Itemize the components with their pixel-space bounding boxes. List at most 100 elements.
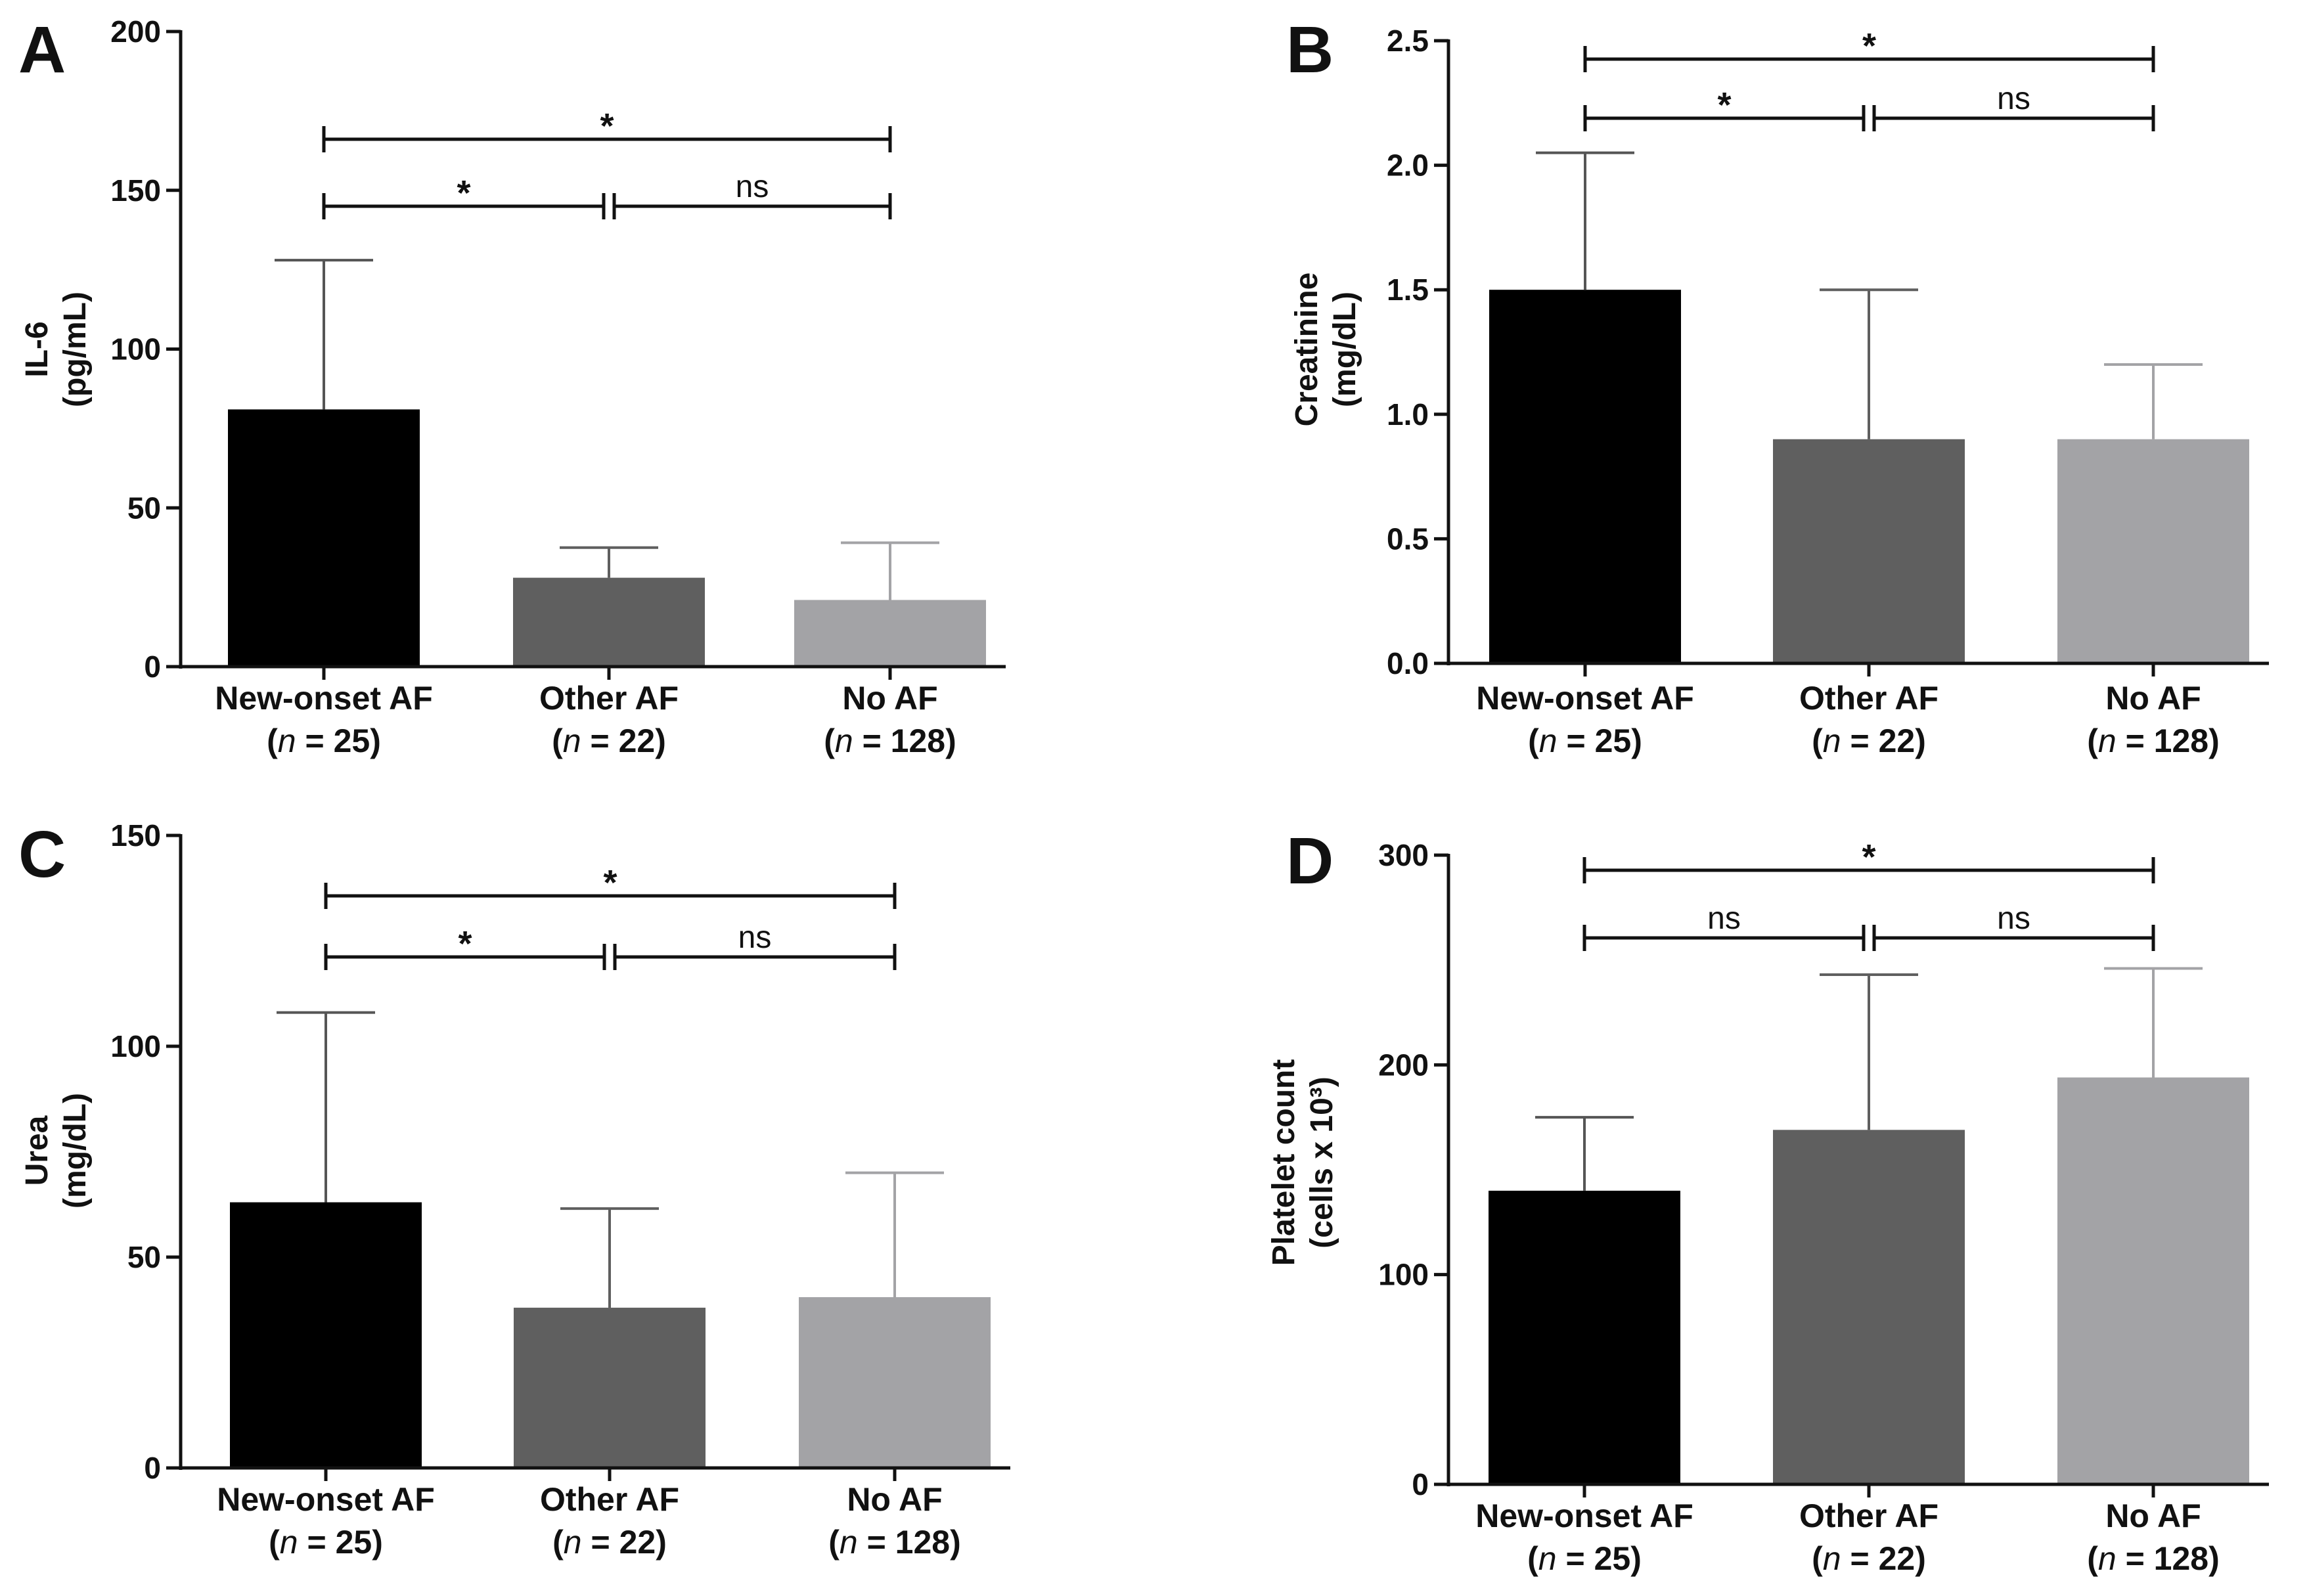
sample-size-n: n xyxy=(563,722,581,759)
y-tick-label: 50 xyxy=(127,1240,161,1274)
sample-size-label: (n = 22) xyxy=(1812,722,1926,759)
bar xyxy=(1773,1130,1965,1484)
sample-size-n: n xyxy=(278,722,296,759)
sample-size-n: n xyxy=(280,1524,298,1561)
significance-label: * xyxy=(600,106,614,146)
sample-size-value: = 22) xyxy=(581,722,666,759)
sample-size-label: (n = 25) xyxy=(1527,1540,1642,1577)
significance-label: * xyxy=(1862,26,1876,66)
x-tick-label: No AF xyxy=(2105,680,2201,717)
y-tick-label: 150 xyxy=(110,818,161,853)
sample-size-label: (n = 22) xyxy=(552,722,666,759)
y-tick-label: 1.5 xyxy=(1387,273,1429,307)
sample-size-open: ( xyxy=(828,1524,840,1561)
y-tick-label: 100 xyxy=(1378,1258,1429,1292)
x-tick-label: No AF xyxy=(847,1481,942,1518)
significance-label: ns xyxy=(736,169,769,204)
sample-size-n: n xyxy=(1823,1540,1841,1577)
y-axis-label: Urea (mg/dL) xyxy=(20,1093,93,1208)
bar xyxy=(1489,290,1681,663)
sample-size-n: n xyxy=(1538,1540,1557,1577)
sample-size-open: ( xyxy=(1528,722,1539,759)
sample-size-n: n xyxy=(1823,722,1841,759)
bar xyxy=(799,1297,991,1468)
y-axis-label-line: (pg/mL) xyxy=(58,292,93,407)
y-tick-label: 0.0 xyxy=(1387,646,1429,680)
y-tick-label: 2.0 xyxy=(1387,148,1429,183)
y-axis-label-line: IL-6 xyxy=(20,321,55,377)
x-tick-label: No AF xyxy=(842,680,937,717)
bar xyxy=(228,409,420,667)
sample-size-open: ( xyxy=(824,722,835,759)
panel-letter: A xyxy=(18,13,66,87)
sample-size-open: ( xyxy=(2087,722,2098,759)
bar xyxy=(513,577,705,667)
y-tick-label: 200 xyxy=(1378,1048,1429,1082)
y-tick-label: 150 xyxy=(110,173,161,208)
sample-size-label: (n = 25) xyxy=(1528,722,1642,759)
significance-label: ns xyxy=(1997,901,2030,936)
sample-size-n: n xyxy=(835,722,853,759)
y-tick-label: 0 xyxy=(144,1451,161,1485)
sample-size-open: ( xyxy=(1527,1540,1538,1577)
sample-size-open: ( xyxy=(267,722,278,759)
sample-size-value: = 128) xyxy=(2117,722,2220,759)
sample-size-open: ( xyxy=(269,1524,280,1561)
x-tick-label: Other AF xyxy=(540,1481,679,1518)
significance-label: * xyxy=(1717,85,1731,125)
x-tick-label: No AF xyxy=(2105,1497,2201,1534)
y-tick-label: 100 xyxy=(110,1029,161,1063)
sample-size-value: = 128) xyxy=(2117,1540,2220,1577)
y-tick-label: 50 xyxy=(127,491,161,525)
y-tick-label: 1.0 xyxy=(1387,397,1429,432)
bar xyxy=(1489,1190,1680,1484)
bar xyxy=(514,1308,706,1468)
bar xyxy=(1773,439,1965,663)
significance-label: * xyxy=(458,924,472,964)
x-tick-label: New-onset AF xyxy=(215,680,433,717)
significance-label: * xyxy=(457,173,470,213)
sample-size-value: = 22) xyxy=(582,1524,667,1561)
y-tick-label: 100 xyxy=(110,332,161,366)
bar xyxy=(2057,1077,2249,1484)
x-tick-label: Other AF xyxy=(539,680,679,717)
sample-size-n: n xyxy=(840,1524,858,1561)
panel-letter: B xyxy=(1286,13,1334,87)
sample-size-open: ( xyxy=(552,1524,564,1561)
y-axis-label-line: Platelet count xyxy=(1267,1059,1301,1266)
sample-size-open: ( xyxy=(552,722,563,759)
y-tick-label: 200 xyxy=(110,14,161,49)
y-axis-label: Platelet count (cells x 10³) xyxy=(1267,1059,1339,1266)
sample-size-n: n xyxy=(2098,1540,2117,1577)
sample-size-value: = 25) xyxy=(1558,722,1642,759)
sample-size-label: (n = 128) xyxy=(2087,722,2220,759)
y-axis-label: IL-6 (pg/mL) xyxy=(20,292,93,407)
y-axis-label: Creatinine (mg/dL) xyxy=(1289,273,1362,427)
panel-b: B Creatinine (mg/dL) 0.0 0.5 1.0 1.5 2.0 2.5 New-… xyxy=(1286,13,2269,759)
significance-label: * xyxy=(1862,837,1875,877)
x-tick-label: Other AF xyxy=(1799,680,1939,717)
sample-size-value: = 22) xyxy=(1841,1540,1926,1577)
significance-label: ns xyxy=(1707,901,1741,936)
y-axis-label-line: (cells x 10³) xyxy=(1305,1076,1339,1248)
x-tick-label: New-onset AF xyxy=(1475,1497,1693,1534)
sample-size-n: n xyxy=(564,1524,582,1561)
panel-letter: C xyxy=(18,818,66,891)
y-tick-label: 0 xyxy=(144,650,161,684)
bar xyxy=(2057,439,2249,663)
sample-size-label: (n = 22) xyxy=(552,1524,667,1561)
significance-label: ns xyxy=(738,920,772,955)
y-tick-label: 2.5 xyxy=(1387,24,1429,58)
x-tick-label: New-onset AF xyxy=(217,1481,435,1518)
y-tick-label: 0.5 xyxy=(1387,521,1429,556)
significance-label: ns xyxy=(1997,81,2030,116)
sample-size-value: = 25) xyxy=(1557,1540,1642,1577)
y-axis-label-line: (mg/dL) xyxy=(58,1093,93,1208)
y-tick-label: 0 xyxy=(1412,1467,1429,1501)
sample-size-value: = 22) xyxy=(1841,722,1926,759)
x-tick-label: Other AF xyxy=(1799,1497,1939,1534)
sample-size-open: ( xyxy=(1812,722,1823,759)
